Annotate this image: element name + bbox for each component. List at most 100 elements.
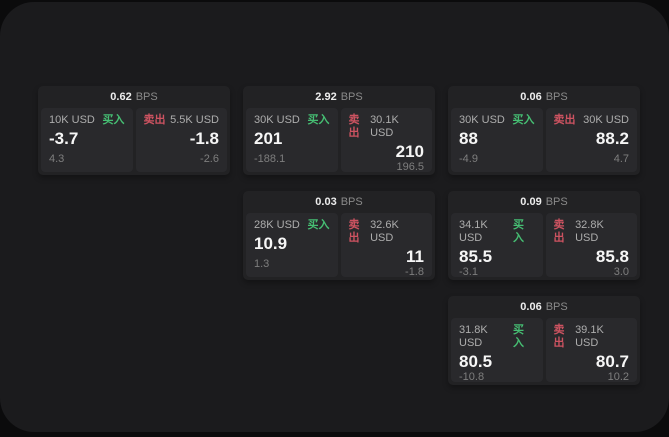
bps-value: 0.03 <box>315 196 337 208</box>
quote-card-body: 30K USD 买入 201 -188.1 卖出 30.1K USD 210 1… <box>243 108 435 175</box>
buy-amount: 10K USD <box>49 114 95 126</box>
quote-card-body: 10K USD 买入 -3.7 4.3 卖出 5.5K USD -1.8 -2.… <box>38 108 230 175</box>
sell-amount: 30K USD <box>583 114 629 126</box>
buy-pane-top: 31.8K USD 买入 <box>459 324 535 350</box>
quote-card: 0.09 BPS 34.1K USD 买入 85.5 -3.1 卖出 32.8K… <box>448 191 640 280</box>
buy-pane-top: 10K USD 买入 <box>49 114 125 127</box>
sell-pane[interactable]: 卖出 32.6K USD 11 -1.8 <box>340 213 432 278</box>
bps-unit-label: BPS <box>545 196 568 208</box>
sell-side-label: 卖出 <box>553 114 576 126</box>
sell-pane[interactable]: 卖出 30.1K USD 210 196.5 <box>340 108 432 173</box>
buy-change: -4.9 <box>459 153 478 165</box>
buy-side-label: 买入 <box>307 219 330 231</box>
quote-card: 2.92 BPS 30K USD 买入 201 -188.1 卖出 30.1K … <box>243 86 435 175</box>
buy-amount: 30K USD <box>254 114 300 126</box>
buy-price: 201 <box>254 129 283 148</box>
buy-price: 10.9 <box>254 234 288 253</box>
sell-price: 88.2 <box>595 129 629 148</box>
quote-card: 0.03 BPS 28K USD 买入 10.9 1.3 卖出 32.6K US… <box>243 191 435 280</box>
quote-card-body: 30K USD 买入 88 -4.9 卖出 30K USD 88.2 4.7 <box>448 108 640 175</box>
buy-amount: 31.8K USD <box>459 324 488 349</box>
bps-unit-label: BPS <box>135 91 158 103</box>
sell-amount: 30.1K USD <box>370 114 399 139</box>
bps-value: 0.62 <box>110 91 132 103</box>
sell-price: 210 <box>395 142 424 161</box>
buy-side-label: 买入 <box>512 324 524 349</box>
buy-pane[interactable]: 34.1K USD 买入 85.5 -3.1 <box>451 213 543 278</box>
buy-price: -3.7 <box>49 129 79 148</box>
bps-value: 2.92 <box>315 91 337 103</box>
bps-header: 0.06 BPS <box>448 86 640 108</box>
buy-side-label: 买入 <box>307 114 330 126</box>
buy-pane[interactable]: 30K USD 买入 88 -4.9 <box>451 108 543 172</box>
buy-pane-top: 30K USD 买入 <box>459 114 535 127</box>
buy-amount: 30K USD <box>459 114 505 126</box>
buy-change: 4.3 <box>49 153 65 165</box>
sell-pane[interactable]: 卖出 5.5K USD -1.8 -2.6 <box>135 108 227 172</box>
bps-header: 2.92 BPS <box>243 86 435 108</box>
bps-value: 0.06 <box>520 91 542 103</box>
buy-pane[interactable]: 28K USD 买入 10.9 1.3 <box>246 213 338 277</box>
sell-pane[interactable]: 卖出 30K USD 88.2 4.7 <box>545 108 637 172</box>
quote-card: 0.06 BPS 30K USD 买入 88 -4.9 卖出 30K USD <box>448 86 640 175</box>
sell-change: 10.2 <box>607 371 629 383</box>
sell-pane-top: 卖出 39.1K USD <box>554 324 630 350</box>
buy-pane-top: 34.1K USD 买入 <box>459 219 535 245</box>
buy-price: 80.5 <box>459 352 493 371</box>
buy-amount: 34.1K USD <box>459 219 488 244</box>
buy-change: 1.3 <box>254 258 270 270</box>
buy-change: -10.8 <box>459 371 485 383</box>
buy-pane[interactable]: 30K USD 买入 201 -188.1 <box>246 108 338 172</box>
bps-unit-label: BPS <box>340 196 363 208</box>
buy-pane[interactable]: 10K USD 买入 -3.7 4.3 <box>41 108 133 172</box>
sell-amount: 39.1K USD <box>575 324 604 349</box>
bps-header: 0.09 BPS <box>448 191 640 213</box>
quote-card: 0.06 BPS 31.8K USD 买入 80.5 -10.8 卖出 39.1… <box>448 296 640 385</box>
sell-amount: 32.6K USD <box>370 219 399 244</box>
sell-change: 196.5 <box>396 161 424 173</box>
sell-price: 85.8 <box>595 247 629 266</box>
sell-pane[interactable]: 卖出 32.8K USD 85.8 3.0 <box>545 213 637 278</box>
buy-side-label: 买入 <box>512 114 535 126</box>
sell-change: 4.7 <box>613 153 629 165</box>
buy-amount: 28K USD <box>254 219 300 231</box>
buy-side-label: 买入 <box>102 114 125 126</box>
quote-card-grid: 0.62 BPS 10K USD 买入 -3.7 4.3 卖出 5.5K USD <box>38 86 640 385</box>
bps-value: 0.09 <box>520 196 542 208</box>
sell-amount: 5.5K USD <box>170 114 219 126</box>
sell-pane[interactable]: 卖出 39.1K USD 80.7 10.2 <box>545 318 637 383</box>
bps-header: 0.62 BPS <box>38 86 230 108</box>
sell-pane-top: 卖出 30.1K USD <box>349 114 425 140</box>
buy-price: 85.5 <box>459 247 493 266</box>
sell-side-label: 卖出 <box>553 219 565 244</box>
sell-price: 80.7 <box>595 352 629 371</box>
sell-side-label: 卖出 <box>348 219 360 244</box>
sell-pane-top: 卖出 32.8K USD <box>554 219 630 245</box>
bps-unit-label: BPS <box>545 301 568 313</box>
quote-card-body: 31.8K USD 买入 80.5 -10.8 卖出 39.1K USD 80.… <box>448 318 640 385</box>
sell-side-label: 卖出 <box>143 114 166 126</box>
bps-header: 0.06 BPS <box>448 296 640 318</box>
buy-price: 88 <box>459 129 478 148</box>
bps-header: 0.03 BPS <box>243 191 435 213</box>
buy-change: -188.1 <box>254 153 286 165</box>
buy-pane-top: 30K USD 买入 <box>254 114 330 127</box>
sell-side-label: 卖出 <box>348 114 360 139</box>
buy-change: -3.1 <box>459 266 478 278</box>
sell-pane-top: 卖出 32.6K USD <box>349 219 425 245</box>
bps-unit-label: BPS <box>340 91 363 103</box>
sell-change: -1.8 <box>405 266 424 278</box>
sell-amount: 32.8K USD <box>575 219 604 244</box>
bps-unit-label: BPS <box>545 91 568 103</box>
buy-side-label: 买入 <box>512 219 524 244</box>
sell-pane-top: 卖出 5.5K USD <box>144 114 220 127</box>
quote-card: 0.62 BPS 10K USD 买入 -3.7 4.3 卖出 5.5K USD <box>38 86 230 175</box>
buy-pane-top: 28K USD 买入 <box>254 219 330 232</box>
sell-price: 11 <box>406 247 424 266</box>
buy-pane[interactable]: 31.8K USD 买入 80.5 -10.8 <box>451 318 543 383</box>
sell-price: -1.8 <box>189 129 219 148</box>
sell-change: 3.0 <box>613 266 629 278</box>
sell-side-label: 卖出 <box>553 324 565 349</box>
sell-change: -2.6 <box>200 153 219 165</box>
